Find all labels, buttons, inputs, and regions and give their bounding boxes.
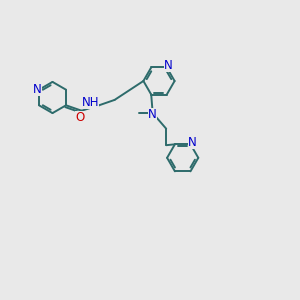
Text: N: N [164, 59, 173, 73]
Text: N: N [188, 136, 196, 149]
Text: O: O [76, 111, 85, 124]
Text: N: N [148, 108, 157, 121]
Text: NH: NH [82, 96, 99, 109]
Text: N: N [33, 82, 42, 96]
